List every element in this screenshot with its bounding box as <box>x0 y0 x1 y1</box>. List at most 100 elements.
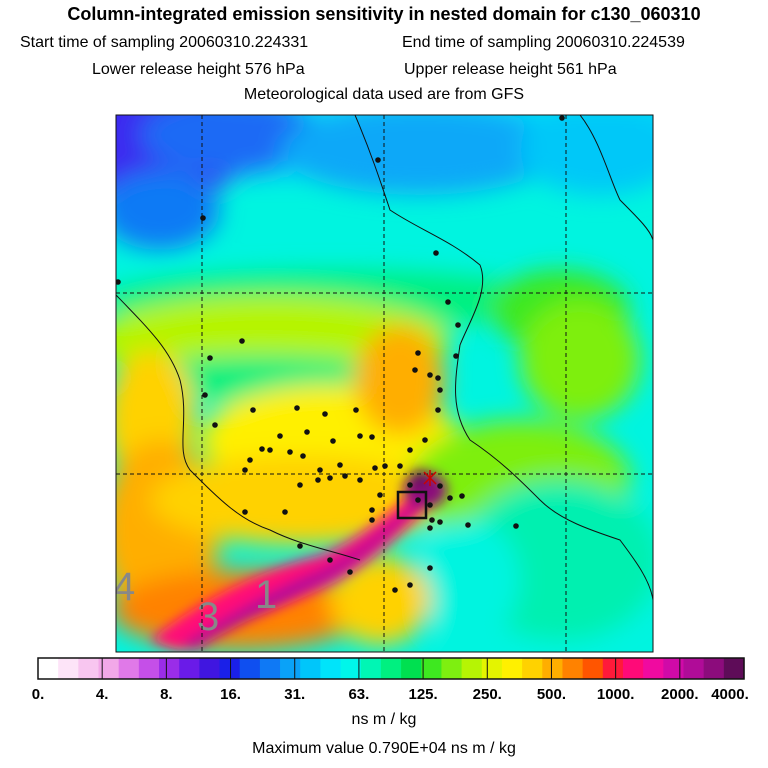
location-dot <box>277 433 283 439</box>
colorbar-swatch <box>703 658 725 679</box>
location-dot <box>415 497 421 503</box>
location-dot <box>377 492 383 498</box>
location-dot <box>427 565 433 571</box>
location-dot <box>433 250 439 256</box>
location-dot <box>357 477 363 483</box>
colorbar-swatch <box>683 658 705 679</box>
colorbar-swatch <box>441 658 463 679</box>
colorbar-swatch <box>199 658 221 679</box>
colorbar-tick-labels: 0. 4. 8. 16. 31. 63. 125. 250. 500. 1000. 2000. 400… <box>32 658 749 703</box>
colorbar-swatch <box>582 658 604 679</box>
location-dot <box>427 525 433 531</box>
location-dot <box>202 392 208 398</box>
location-dot <box>465 522 471 528</box>
colorbar-swatch <box>663 658 685 679</box>
colorbar-swatch <box>643 658 664 679</box>
colorbar-tick-label: 0. <box>32 686 45 703</box>
plot-frame <box>115 114 654 653</box>
location-dot <box>317 467 323 473</box>
location-dot <box>294 405 300 411</box>
release-star <box>423 470 437 486</box>
colorbar-tick-label: 125. <box>408 686 437 703</box>
location-dot <box>369 517 375 523</box>
location-dot <box>445 299 451 305</box>
coastline-west <box>116 294 361 561</box>
location-dot <box>407 447 413 453</box>
colorbar-tick-label: 16. <box>220 686 241 703</box>
colorbar-swatch <box>38 658 59 679</box>
location-dot <box>427 372 433 378</box>
location-dot <box>297 543 303 549</box>
colorbar-swatch <box>219 658 241 679</box>
location-dot <box>369 507 375 513</box>
location-dot <box>297 482 303 488</box>
time-label-1: 1 <box>255 573 277 617</box>
colorbar-swatch <box>542 658 564 679</box>
location-dot <box>353 407 359 413</box>
location-dot <box>412 367 418 373</box>
time-label-4: 4 <box>113 565 135 609</box>
location-dot <box>267 447 273 453</box>
colorbar-tick-label: 4000. <box>711 686 749 703</box>
location-dot <box>337 462 343 468</box>
location-dot <box>287 449 293 455</box>
location-dot <box>392 587 398 593</box>
location-dot <box>342 473 348 479</box>
location-dot <box>327 557 333 563</box>
location-dot <box>330 438 336 444</box>
location-dot <box>300 453 306 459</box>
location-dot <box>422 437 428 443</box>
colorbar-tick-label: 4. <box>96 686 109 703</box>
colorbar-tick-label: 1000. <box>597 686 635 703</box>
location-dot <box>250 407 256 413</box>
colorbar-swatch <box>602 658 624 679</box>
coastline-east <box>354 115 653 601</box>
colorbar-swatch <box>401 658 422 679</box>
location-dot <box>375 157 381 163</box>
colorbar-swatch <box>723 658 745 679</box>
colorbar-swatch <box>562 658 584 679</box>
location-dot <box>239 338 245 344</box>
colorbar-swatch <box>461 658 483 679</box>
colorbar-swatch <box>78 658 100 679</box>
location-dot <box>357 433 363 439</box>
colorbar-tick-label: 2000. <box>661 686 699 703</box>
location-dot <box>407 582 413 588</box>
location-dot <box>116 279 121 285</box>
location-dot <box>513 523 519 529</box>
colorbar-swatch <box>280 658 301 679</box>
receptor-box <box>396 490 428 520</box>
time-label-3: 3 <box>197 595 219 639</box>
colorbar-swatch <box>380 658 402 679</box>
lat-lon-grid <box>116 115 653 652</box>
colorbar-swatch <box>98 658 120 679</box>
location-dot <box>455 322 461 328</box>
colorbar-tick-label: 31. <box>284 686 305 703</box>
colorbar-swatch <box>58 658 79 679</box>
location-dot <box>407 482 413 488</box>
marker-dots <box>116 115 565 593</box>
location-dot <box>453 353 459 359</box>
sampling-start-time: Start time of sampling 20060310.224331 <box>20 34 309 51</box>
maximum-value: Maximum value 0.790E+04 ns m / kg <box>252 740 516 757</box>
location-dot <box>327 475 333 481</box>
colorbar-swatch <box>138 658 160 679</box>
upper-release-height: Upper release height 561 hPa <box>404 61 617 78</box>
location-dot <box>382 463 388 469</box>
location-dot <box>435 375 441 381</box>
lower-release-height: Lower release height 576 hPa <box>92 61 305 78</box>
colorbar-tick-label: 8. <box>160 686 173 703</box>
location-dot <box>427 502 433 508</box>
location-dot <box>322 411 328 417</box>
colorbar <box>38 658 745 679</box>
location-dot <box>347 569 353 575</box>
location-dot <box>212 422 218 428</box>
location-dot <box>437 519 443 525</box>
colorbar-swatch <box>501 658 523 679</box>
location-dot <box>315 477 321 483</box>
colorbar-swatch <box>239 658 261 679</box>
colorbar-tick-label: 250. <box>473 686 502 703</box>
location-dot <box>429 517 435 523</box>
colorbar-swatch <box>340 658 362 679</box>
